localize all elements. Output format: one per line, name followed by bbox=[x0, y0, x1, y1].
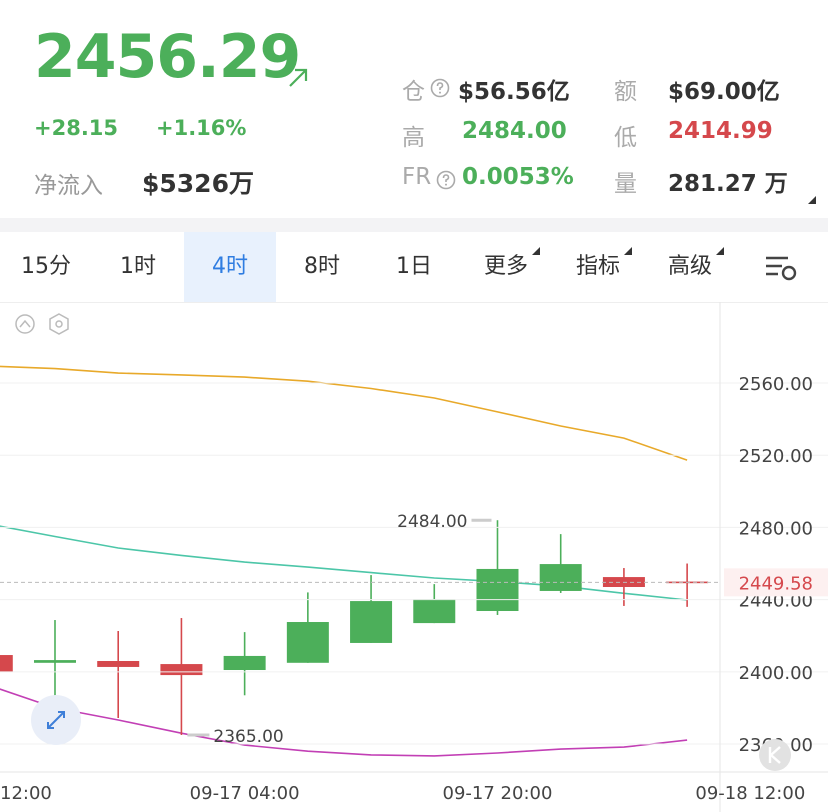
toolbar-icons bbox=[15, 313, 69, 335]
zoom-icon bbox=[47, 711, 65, 729]
candle-body bbox=[0, 655, 13, 672]
candle bbox=[286, 592, 329, 663]
ma-line bbox=[0, 525, 688, 601]
candle bbox=[223, 632, 266, 696]
interval-tab[interactable]: 1时 bbox=[92, 232, 184, 302]
candle-body bbox=[539, 564, 582, 591]
tab-label: 高级 bbox=[668, 247, 724, 279]
ma-line bbox=[0, 365, 688, 461]
last-price-label: 2449.58 bbox=[739, 573, 813, 594]
settings-icon bbox=[49, 313, 69, 335]
stat-value: 281.27 万 bbox=[668, 171, 788, 197]
candle-body bbox=[413, 599, 456, 624]
collapse-icon bbox=[19, 319, 31, 328]
annotation-label: 2365.00 bbox=[213, 727, 283, 747]
x-tick-label: 09-18 12:00 bbox=[695, 783, 805, 804]
interval-tab[interactable]: 高级 bbox=[644, 232, 736, 302]
trend-arrow bbox=[289, 68, 308, 87]
y-tick-label: 2480.00 bbox=[739, 518, 813, 539]
stat-label: FR bbox=[402, 164, 432, 190]
plot-area bbox=[0, 365, 709, 757]
candle-body bbox=[476, 568, 519, 612]
candle-body bbox=[97, 660, 140, 667]
candle bbox=[160, 618, 203, 735]
candlestick-chart: 2360.002400.002440.002480.002520.002560.… bbox=[0, 302, 828, 812]
candle bbox=[476, 520, 519, 615]
tab-label: 4时 bbox=[212, 254, 248, 279]
candle bbox=[0, 655, 13, 672]
info-icon[interactable] bbox=[430, 78, 450, 98]
stat-value: $69.00亿 bbox=[668, 79, 780, 105]
tab-label: 指标 bbox=[576, 247, 632, 279]
ma-line bbox=[0, 688, 688, 757]
interval-tab[interactable]: 15分 bbox=[0, 232, 92, 302]
tab-label: 8时 bbox=[304, 254, 340, 279]
interval-tab[interactable]: 8时 bbox=[276, 232, 368, 302]
price-change-pct: +1.16% bbox=[156, 116, 247, 140]
stat-label: 量 bbox=[614, 171, 637, 197]
stat-value: $56.56亿 bbox=[458, 79, 570, 105]
candle-body bbox=[286, 622, 329, 663]
settings-icon[interactable] bbox=[764, 254, 800, 282]
dropdown-caret bbox=[624, 247, 632, 255]
separator bbox=[0, 218, 828, 232]
candle bbox=[413, 584, 456, 624]
stat-label: 额 bbox=[614, 79, 637, 105]
candle-body bbox=[33, 660, 76, 663]
stat-label: 仓 bbox=[402, 79, 425, 105]
candle bbox=[602, 568, 645, 606]
dropdown-caret bbox=[716, 247, 724, 255]
y-tick-label: 2400.00 bbox=[739, 663, 813, 684]
y-tick-label: 2560.00 bbox=[739, 374, 813, 395]
y-tick-label: 2520.00 bbox=[739, 446, 813, 467]
x-tick-label: 12:00 bbox=[0, 783, 52, 804]
k-icon bbox=[768, 746, 781, 764]
ticker-header: 2456.29 +28.15 +1.16% 净流入 $5326万 仓 $56.56… bbox=[0, 0, 828, 218]
k-button[interactable] bbox=[759, 739, 791, 771]
last-price-tag bbox=[724, 568, 828, 597]
interval-tabs: 15分 1时 4时 8时 1日 更多 指标 高级 bbox=[0, 232, 828, 303]
candle-body bbox=[350, 601, 393, 643]
tab-label: 1日 bbox=[396, 254, 432, 279]
net-inflow-label: 净流入 bbox=[34, 173, 103, 199]
info-icon[interactable] bbox=[436, 170, 456, 190]
interval-tab[interactable]: 4时 bbox=[184, 232, 276, 302]
tab-label: 15分 bbox=[21, 254, 71, 279]
stat-value: 0.0053% bbox=[462, 164, 574, 190]
candle-body bbox=[223, 655, 266, 671]
interval-tab[interactable]: 更多 bbox=[460, 232, 552, 302]
collapse-icon bbox=[15, 314, 35, 334]
x-tick-label: 09-17 04:00 bbox=[190, 783, 300, 804]
candle bbox=[350, 575, 393, 643]
candle bbox=[666, 563, 709, 607]
candle bbox=[33, 620, 76, 706]
interval-tab[interactable]: 指标 bbox=[552, 232, 644, 302]
price-change: +28.15 bbox=[34, 116, 119, 140]
annotation-label: 2484.00 bbox=[397, 512, 467, 532]
candle bbox=[97, 631, 140, 719]
candle bbox=[539, 534, 582, 593]
interval-tab[interactable]: 1日 bbox=[368, 232, 460, 302]
expand-corner[interactable] bbox=[806, 194, 818, 206]
stat-value: 2414.99 bbox=[668, 118, 773, 144]
x-tick-label: 09-17 20:00 bbox=[443, 783, 553, 804]
stat-label: 高 bbox=[402, 125, 425, 151]
tab-label: 更多 bbox=[484, 247, 540, 279]
settings-icon bbox=[55, 320, 63, 328]
stat-label: 低 bbox=[614, 125, 637, 151]
net-inflow-value: $5326万 bbox=[142, 169, 254, 198]
dropdown-caret bbox=[532, 247, 540, 255]
tab-label: 1时 bbox=[120, 254, 156, 279]
last-price: 2456.29 bbox=[34, 22, 301, 92]
stat-value: 2484.00 bbox=[462, 118, 567, 144]
candle-body bbox=[160, 664, 203, 676]
